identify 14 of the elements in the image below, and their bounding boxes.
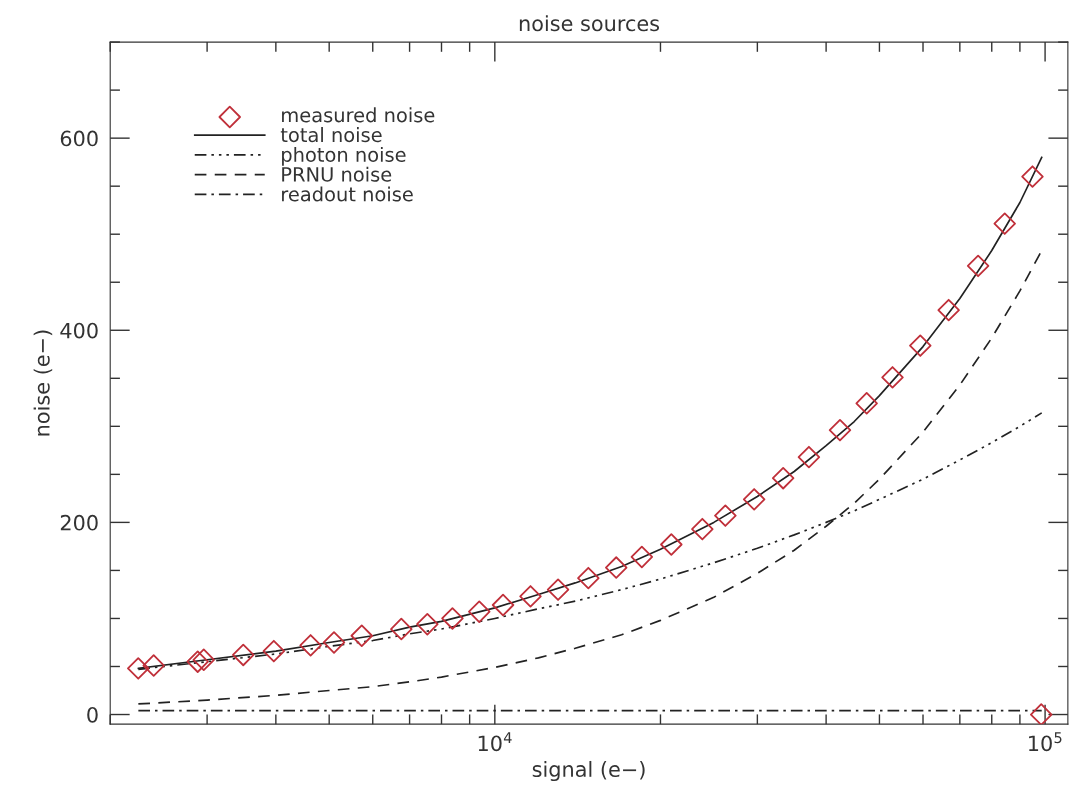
- legend-label: measured noise: [282, 107, 435, 123]
- y-tick-label: 200: [60, 514, 98, 531]
- y-tick-label: 600: [60, 130, 98, 147]
- y-tick-label: 0: [87, 706, 98, 723]
- y-axis-title: noise (e−): [33, 330, 53, 436]
- x-tick-label: 10$^{4}$: [478, 732, 512, 752]
- chart-title: noise sources: [519, 15, 660, 32]
- y-tick-label: 400: [60, 322, 98, 339]
- x-axis-title: signal (e−): [532, 760, 645, 782]
- legend-label: readout noise: [282, 186, 413, 202]
- legend-label: total noise: [280, 127, 382, 143]
- legend-label: photon noise: [282, 146, 406, 166]
- legend-label: PRNU noise: [282, 166, 392, 182]
- x-tick-label: 10$^{5}$: [1029, 732, 1062, 752]
